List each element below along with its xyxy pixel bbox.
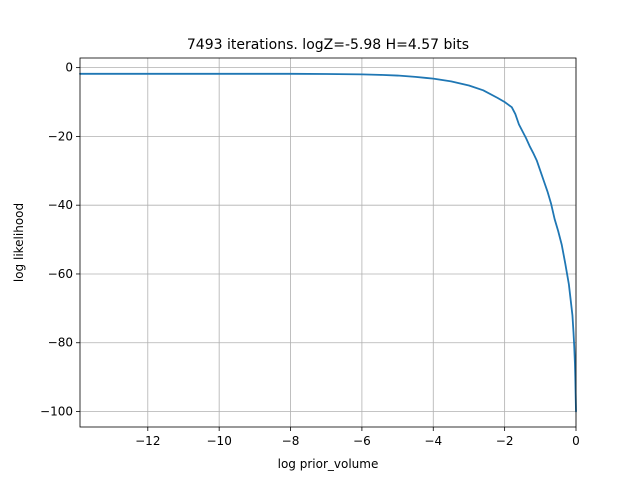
grid	[80, 58, 577, 427]
x-tick-label: −10	[207, 434, 232, 448]
y-tick-label: −80	[48, 336, 73, 350]
x-tick-label: −4	[424, 434, 442, 448]
y-tick-label: −100	[40, 405, 73, 419]
y-tick-label: −40	[48, 198, 73, 212]
y-axis-label: log likelihood	[12, 203, 26, 282]
x-tick-label: 0	[572, 434, 580, 448]
plot-frame	[79, 57, 577, 428]
x-tick-label: −6	[353, 434, 371, 448]
x-tick-label: −2	[496, 434, 514, 448]
chart-title: 7493 iterations. logZ=-5.98 H=4.57 bits	[187, 37, 469, 53]
x-axis-label: log prior_volume	[278, 457, 379, 471]
series-layer	[79, 72, 577, 413]
series-line	[79, 72, 577, 413]
x-tick-label: −12	[135, 434, 160, 448]
y-tick-label: −20	[48, 129, 73, 143]
ticks: −12 −10 −8 −6 −4 −2 00−20−40−60−80−100	[40, 61, 580, 448]
x-tick-label: −8	[282, 434, 300, 448]
y-tick-label: 0	[65, 61, 73, 75]
y-tick-label: −60	[48, 267, 73, 281]
